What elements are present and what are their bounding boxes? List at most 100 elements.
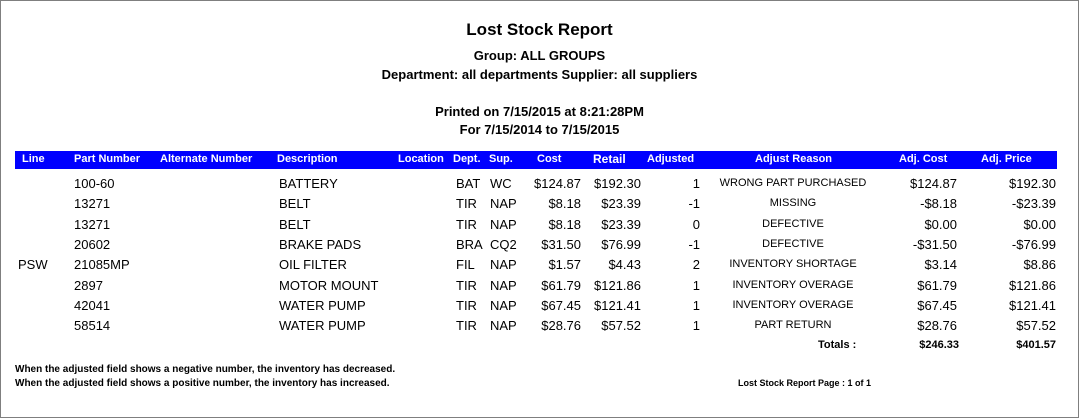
cell-cost: $31.50 <box>541 236 581 252</box>
table-row: 100-60 BATTERY BAT WC $124.87 $192.30 1 WRONG P… <box>0 176 1079 196</box>
cell-retail: $121.41 <box>594 297 641 313</box>
department-supplier-line: Department: all departments Supplier: al… <box>381 67 698 82</box>
cell-retail: $23.39 <box>601 196 641 212</box>
cell-description: BELT <box>279 196 311 212</box>
col-header-adj-cost: Adj. Cost <box>899 153 948 165</box>
printed-line: Printed on 7/15/2015 at 8:21:28PM <box>435 104 644 119</box>
cell-cost: $61.79 <box>541 277 581 293</box>
cell-cost: $8.18 <box>548 196 581 212</box>
col-header-location: Location <box>398 153 444 165</box>
cell-retail: $4.43 <box>608 257 641 273</box>
cell-adjusted: 1 <box>692 176 700 191</box>
cell-cost: $124.87 <box>534 176 581 191</box>
col-header-adjust-reason: Adjust Reason <box>755 153 833 165</box>
cell-part-number: 13271 <box>74 216 111 232</box>
totals-label: Totals : <box>818 339 857 351</box>
cell-retail: $57.52 <box>601 318 641 334</box>
cell-adj-cost: $61.79 <box>917 277 957 293</box>
cell-description: WATER PUMP <box>279 297 366 313</box>
cell-adj-price: -$76.99 <box>1011 236 1056 252</box>
cell-adjust-reason: INVENTORY OVERAGE <box>732 298 854 311</box>
cell-dept: TIR <box>456 196 477 212</box>
cell-cost: $67.45 <box>541 297 581 313</box>
cell-part-number: 2897 <box>74 277 103 293</box>
cell-adj-price: $0.00 <box>1023 216 1056 232</box>
cell-dept: TIR <box>456 277 477 293</box>
table-row: 42041 WATER PUMP TIR NAP $67.45 $121.41 1 INVEN… <box>0 298 1079 318</box>
table-row: 20602 BRAKE PADS BRA CQ2 $31.50 $76.99 -1 DEFEC… <box>0 237 1079 257</box>
cell-sup: NAP <box>490 277 517 293</box>
note-positive: When the adjusted field shows a positive… <box>15 378 390 389</box>
cell-description: BRAKE PADS <box>279 236 362 252</box>
cell-sup: NAP <box>490 318 517 334</box>
cell-adjusted: 1 <box>692 318 700 334</box>
cell-cost: $28.76 <box>541 318 581 334</box>
totals-adj-price: $401.57 <box>1016 339 1056 351</box>
cell-cost: $8.18 <box>548 216 581 232</box>
col-header-retail: Retail <box>593 152 626 166</box>
cell-adjust-reason: MISSING <box>769 197 817 210</box>
cell-retail: $192.30 <box>594 176 641 191</box>
cell-dept: FIL <box>456 257 475 273</box>
cell-adjusted: 0 <box>692 216 700 232</box>
cell-adjusted: -1 <box>688 236 700 252</box>
cell-part-number: 42041 <box>74 297 111 313</box>
cell-adj-price: -$23.39 <box>1011 196 1056 212</box>
cell-sup: NAP <box>490 297 517 313</box>
cell-part-number: 20602 <box>74 236 111 252</box>
cell-line: PSW <box>18 257 48 273</box>
col-header-cost: Cost <box>537 153 562 165</box>
cell-part-number: 58514 <box>74 318 111 334</box>
cell-dept: BRA <box>456 236 483 252</box>
group-line: Group: ALL GROUPS <box>473 48 606 63</box>
cell-adjust-reason: DEFECTIVE <box>762 237 824 250</box>
cell-adj-price: $121.86 <box>1009 277 1056 293</box>
cell-adjusted: 1 <box>692 277 700 293</box>
cell-adjust-reason: PART RETURN <box>754 319 832 332</box>
cell-adjusted: 1 <box>692 297 700 313</box>
table-row: 58514 WATER PUMP TIR NAP $28.76 $57.52 1 PART R… <box>0 318 1079 338</box>
cell-adj-price: $192.30 <box>1009 176 1056 191</box>
table-row: 13271 BELT TIR NAP $8.18 $23.39 0 DEFECTIVE $0.0… <box>0 217 1079 237</box>
cell-part-number: 100-60 <box>74 176 115 191</box>
cell-description: OIL FILTER <box>279 257 347 273</box>
col-header-line: Line <box>22 153 45 165</box>
cell-adjust-reason: INVENTORY OVERAGE <box>732 278 854 291</box>
cell-sup: NAP <box>490 196 517 212</box>
cell-sup: WC <box>490 176 512 191</box>
cell-description: BELT <box>279 216 311 232</box>
cell-adj-cost: $67.45 <box>917 297 957 313</box>
cell-adj-cost: -$31.50 <box>912 236 957 252</box>
cell-dept: TIR <box>456 297 477 313</box>
cell-retail: $23.39 <box>601 216 641 232</box>
cell-adj-cost: $3.14 <box>924 257 957 273</box>
cell-adj-cost: $28.76 <box>917 318 957 334</box>
report-title: Lost Stock Report <box>466 20 613 39</box>
cell-dept: TIR <box>456 216 477 232</box>
cell-adj-cost: -$8.18 <box>920 196 957 212</box>
cell-part-number: 13271 <box>74 196 111 212</box>
totals-adj-cost: $246.33 <box>919 339 959 351</box>
cell-adj-price: $57.52 <box>1016 318 1056 334</box>
cell-adj-price: $8.86 <box>1023 257 1056 273</box>
col-header-part-number: Part Number <box>74 153 141 165</box>
cell-retail: $76.99 <box>601 236 641 252</box>
cell-adjust-reason: DEFECTIVE <box>762 217 824 230</box>
col-header-dept: Dept. <box>453 153 481 165</box>
cell-description: MOTOR MOUNT <box>279 277 379 293</box>
cell-sup: NAP <box>490 257 517 273</box>
note-negative: When the adjusted field shows a negative… <box>15 364 396 375</box>
page-info: Lost Stock Report Page : 1 of 1 <box>738 378 872 388</box>
cell-adj-cost: $124.87 <box>910 176 957 191</box>
cell-retail: $121.86 <box>594 277 641 293</box>
table-header: Line Part Number Alternate Number Descri… <box>15 151 1057 169</box>
cell-part-number: 21085MP <box>74 257 130 273</box>
cell-adjusted: 2 <box>692 257 700 273</box>
col-header-sup: Sup. <box>489 153 513 165</box>
table-row: PSW 21085MP OIL FILTER FIL NAP $1.57 $4.43 2 INV… <box>0 257 1079 277</box>
cell-adjust-reason: INVENTORY SHORTAGE <box>729 258 857 271</box>
cell-sup: NAP <box>490 216 517 232</box>
col-header-adj-price: Adj. Price <box>981 153 1032 165</box>
cell-description: WATER PUMP <box>279 318 366 334</box>
cell-dept: BAT <box>456 176 481 191</box>
